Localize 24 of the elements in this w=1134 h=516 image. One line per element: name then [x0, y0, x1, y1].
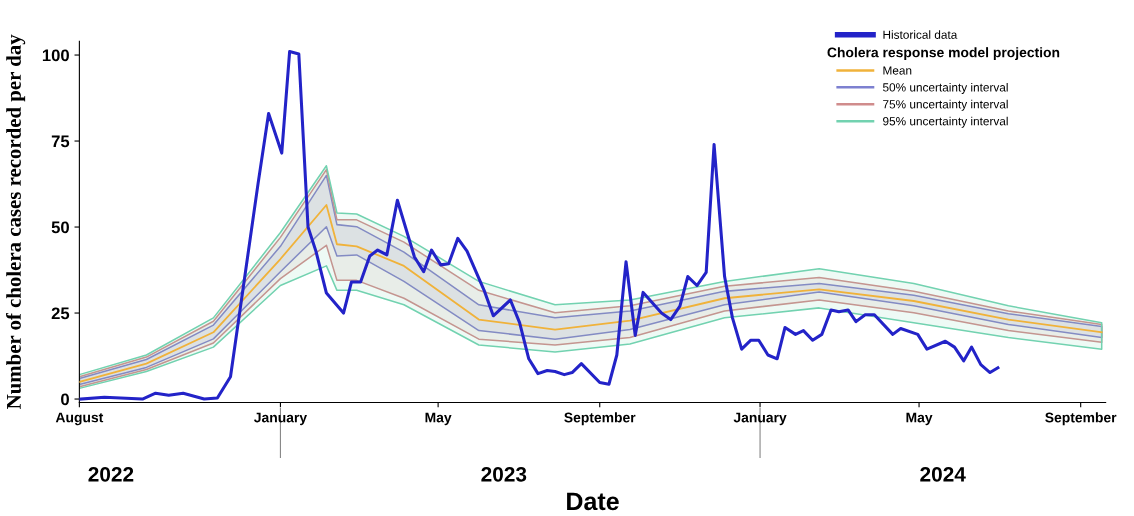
legend-label: 50% uncertainty interval	[882, 82, 1008, 94]
x-tick-label: May	[906, 412, 933, 426]
legend-label: 75% uncertainty interval	[883, 99, 1008, 111]
x-tick-label: May	[425, 412, 452, 426]
y-tick-label: 0	[61, 393, 69, 406]
y-tick-label: 75	[51, 135, 70, 148]
x-tick-label: January	[733, 412, 787, 426]
y-tick-label: 25	[51, 307, 70, 320]
y-tick-label: 100	[42, 49, 69, 62]
x-tick-label: August	[55, 412, 104, 426]
x-axis-title: Date	[567, 492, 619, 511]
legend-title: Cholera response model projection	[827, 47, 1060, 61]
x2-tick-label: 2024	[920, 466, 966, 482]
legend-label: Mean	[883, 66, 912, 75]
y-axis-title: Number of cholera cases recorded per day	[6, 34, 26, 409]
x-tick-label: September	[564, 412, 636, 426]
y-tick-label: 50	[51, 221, 69, 234]
legend-label: Historical data	[883, 30, 958, 39]
x-tick-label: September	[1045, 412, 1117, 426]
x-tick-label: January	[254, 412, 307, 426]
line-series	[79, 204, 1103, 383]
x2-tick-label: 2022	[88, 466, 134, 482]
legend-label: 95% uncertainty interval	[883, 116, 1008, 128]
x2-tick-label: 2023	[481, 466, 527, 482]
